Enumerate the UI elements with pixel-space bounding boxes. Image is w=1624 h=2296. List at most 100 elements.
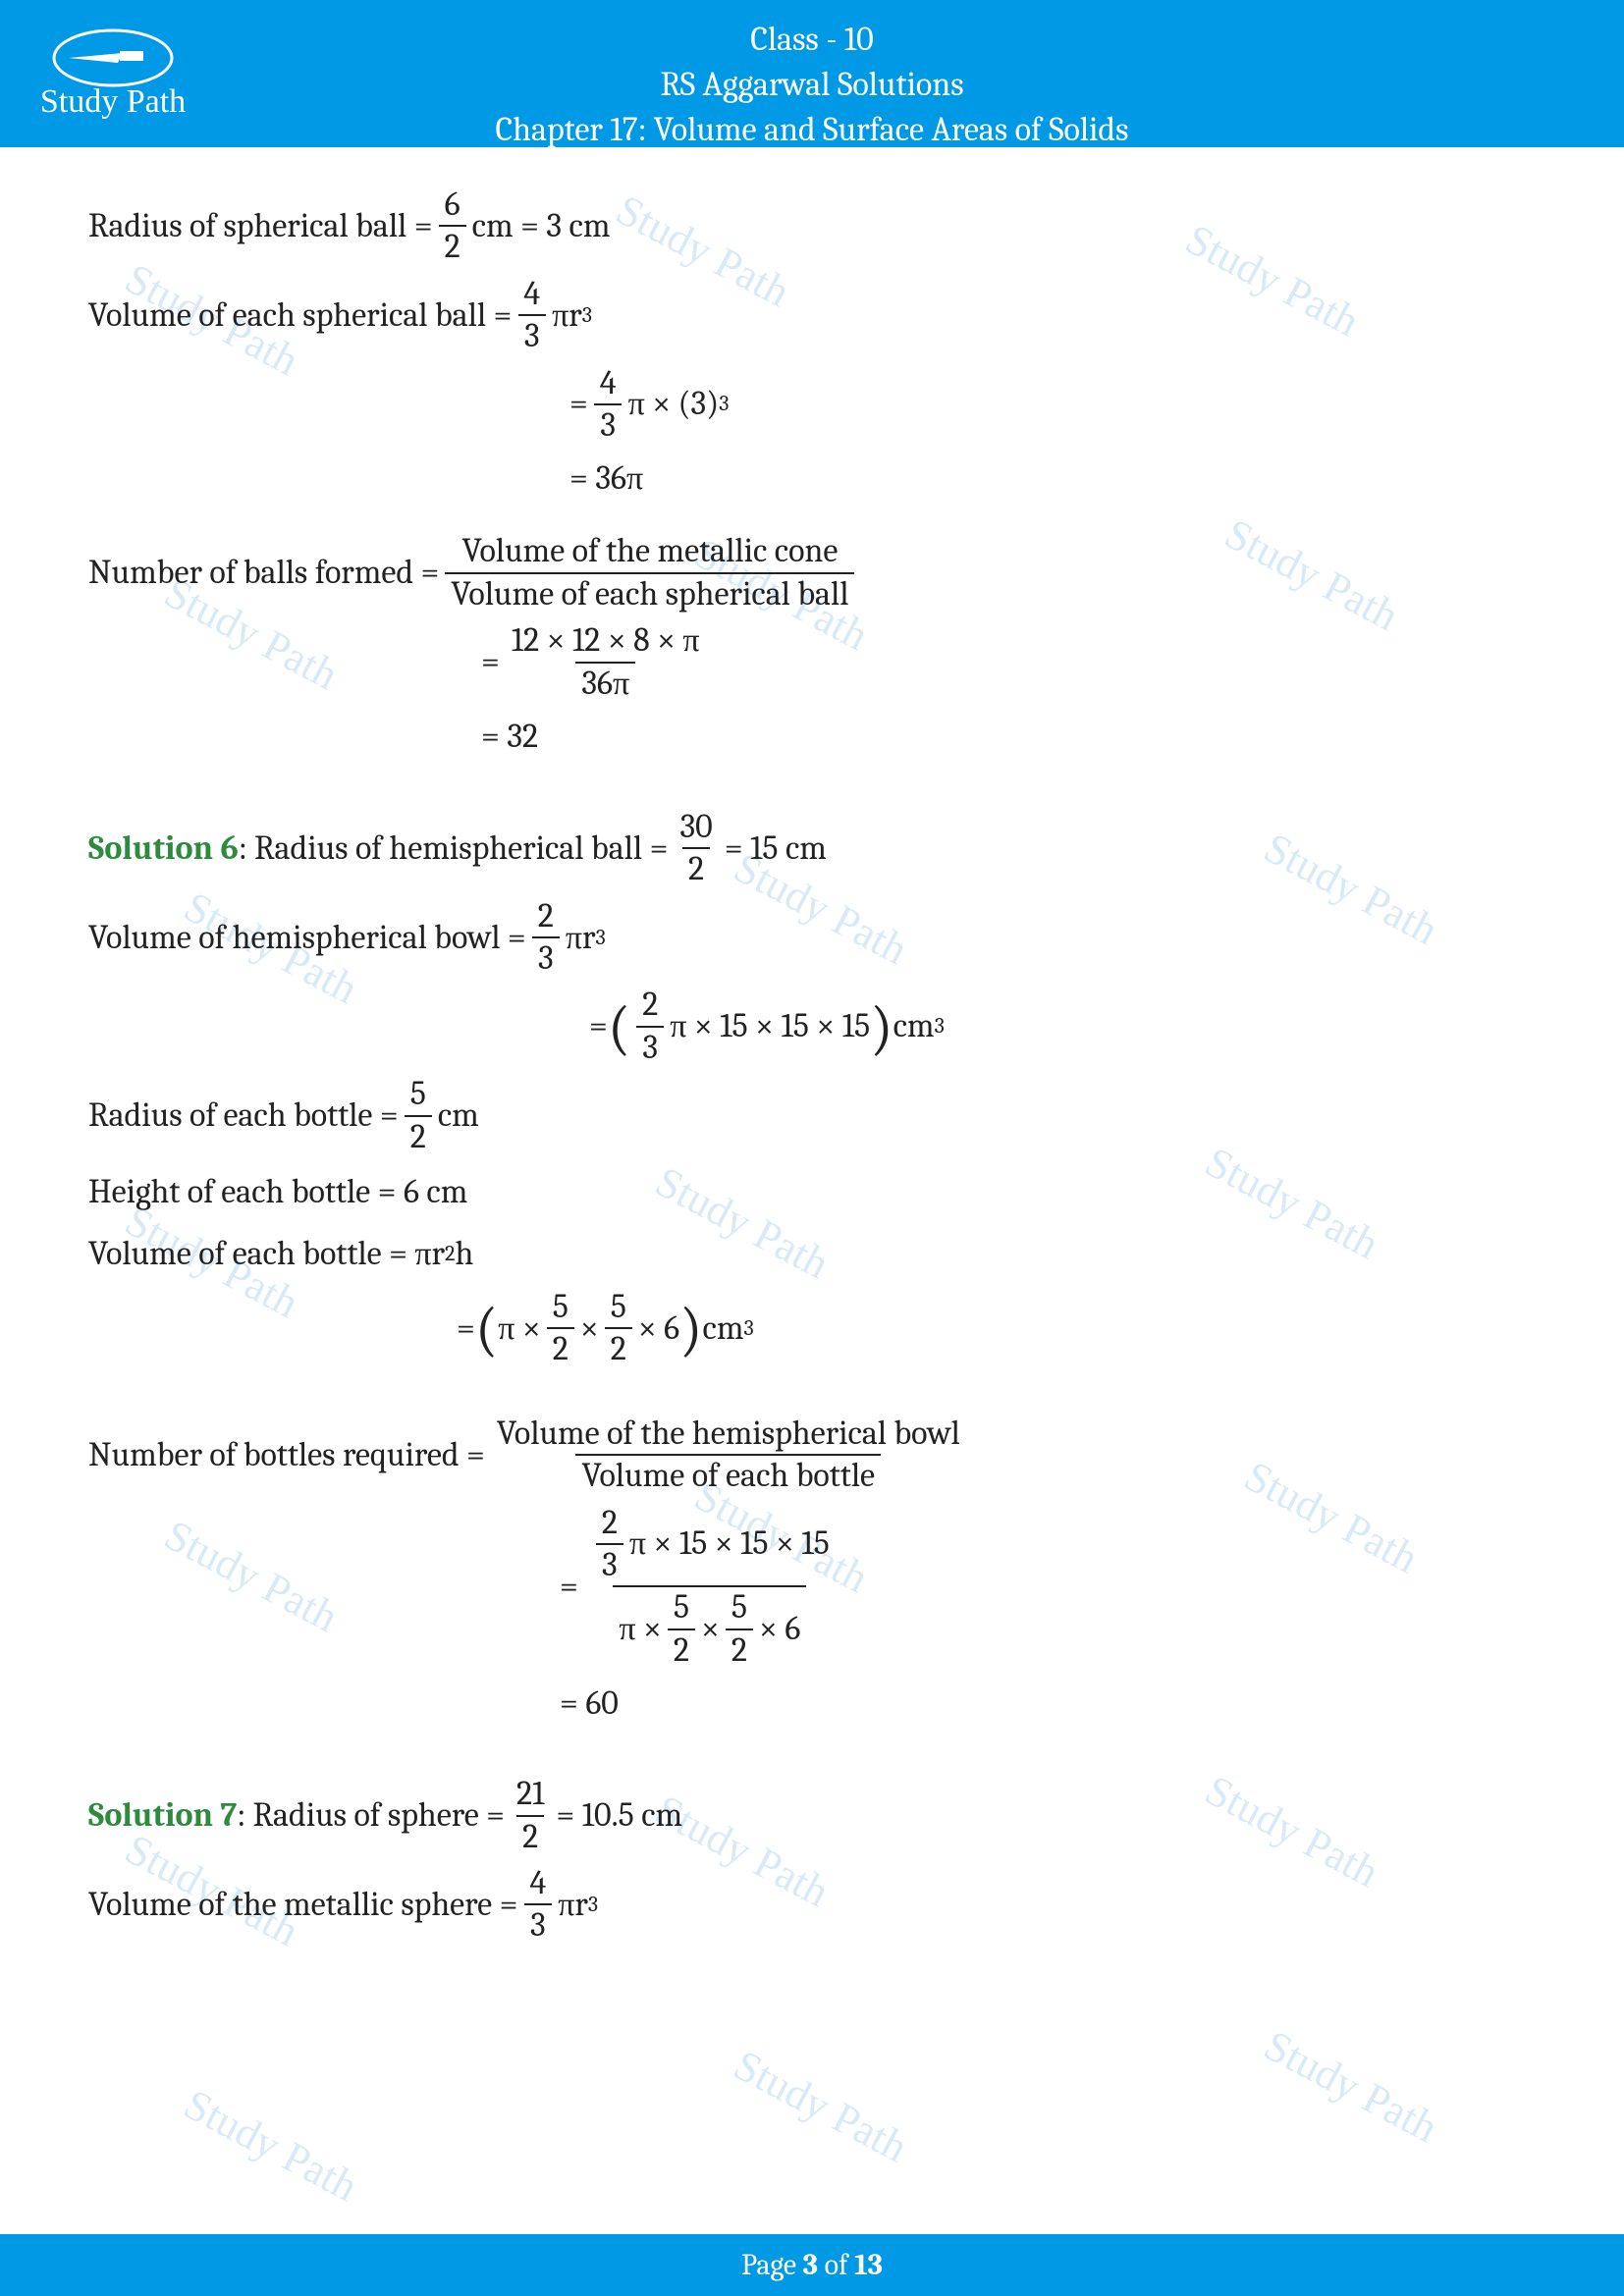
fraction: 52 bbox=[668, 1589, 695, 1669]
fraction: 43 bbox=[594, 365, 623, 445]
fraction: 212 bbox=[511, 1776, 550, 1855]
exponent: 3 bbox=[719, 388, 729, 420]
fraction: 43 bbox=[517, 276, 546, 355]
text: cm bbox=[703, 1304, 744, 1354]
text-line: Number of balls formed = Volume of the m… bbox=[88, 533, 1536, 613]
exponent: 2 bbox=[445, 1238, 455, 1270]
header-chapter: Chapter 17: Volume and Surface Areas of … bbox=[0, 108, 1624, 153]
header-class: Class - 10 bbox=[0, 18, 1624, 63]
text: : Radius of hemispherical ball = bbox=[239, 824, 669, 874]
text: = 60 bbox=[560, 1679, 619, 1729]
text: × bbox=[580, 1304, 599, 1354]
text: × 6 bbox=[759, 1611, 800, 1647]
header-book: RS Aggarwal Solutions bbox=[0, 63, 1624, 108]
text-line: = 23 π × 15 × 15 × 15 π × 52 × 52 × 6 bbox=[88, 1505, 1536, 1670]
watermark: Study Path bbox=[726, 2040, 915, 2172]
text-line: Number of bottles required = Volume of t… bbox=[88, 1415, 1536, 1495]
text-line: = ( 23 π × 15 × 15 × 15 ) cm3 bbox=[88, 987, 1536, 1066]
text-line: = 36π bbox=[88, 454, 1536, 504]
paren-icon: ) bbox=[679, 1312, 702, 1349]
text: Height of each bottle = 6 cm bbox=[88, 1167, 467, 1217]
solution-label: Solution 6 bbox=[88, 824, 239, 874]
text: h bbox=[455, 1229, 473, 1279]
footer-text: of bbox=[818, 2248, 854, 2282]
text: Radius of spherical ball = bbox=[88, 201, 433, 251]
exponent: 3 bbox=[935, 1010, 945, 1042]
text: = 32 bbox=[481, 712, 538, 762]
text-line: = 60 bbox=[88, 1679, 1536, 1729]
fraction: 43 bbox=[523, 1865, 552, 1945]
fraction: 23 bbox=[532, 898, 560, 978]
text: Volume of each spherical ball = bbox=[88, 291, 512, 341]
fraction: 52 bbox=[726, 1589, 753, 1669]
text-line: Solution 7 : Radius of sphere = 212 = 10… bbox=[88, 1776, 1536, 1855]
text: Volume of each bottle = πr bbox=[88, 1229, 445, 1279]
text: = 10.5 cm bbox=[556, 1790, 682, 1841]
text: = bbox=[589, 1001, 608, 1051]
fraction: 23 bbox=[596, 1505, 623, 1584]
fraction: Volume of the hemispherical bowlVolume o… bbox=[491, 1415, 966, 1495]
fraction: 23 π × 15 × 15 × 15 π × 52 × 52 × 6 bbox=[584, 1505, 836, 1670]
text-line: Volume of hemispherical bowl = 23 πr3 bbox=[88, 898, 1536, 978]
page-content: Radius of spherical ball = 62 cm = 3 cm … bbox=[0, 147, 1624, 1945]
paren-icon: ( bbox=[608, 1011, 630, 1047]
fraction: Volume of the metallic coneVolume of eac… bbox=[445, 533, 854, 613]
fraction: 52 bbox=[605, 1289, 632, 1368]
fraction: 62 bbox=[439, 187, 466, 266]
solution-label: Solution 7 bbox=[88, 1790, 237, 1841]
text-line: = 32 bbox=[88, 712, 1536, 762]
fraction: 302 bbox=[674, 809, 718, 888]
page-total: 13 bbox=[854, 2248, 883, 2282]
text: π × 15 × 15 × 15 bbox=[670, 1001, 870, 1051]
text: = bbox=[569, 379, 588, 429]
text: Number of balls formed = bbox=[88, 548, 439, 598]
text: × 6 bbox=[638, 1304, 679, 1354]
text: = bbox=[560, 1562, 578, 1612]
text: cm = 3 cm bbox=[472, 201, 611, 251]
text: π × 15 × 15 × 15 bbox=[629, 1525, 830, 1562]
text: = 36π bbox=[569, 454, 643, 504]
text-line: Solution 6 : Radius of hemispherical bal… bbox=[88, 809, 1536, 888]
text: cm bbox=[438, 1091, 479, 1141]
text: πr bbox=[566, 913, 596, 963]
text-line: Volume of each bottle = πr2h bbox=[88, 1229, 1536, 1279]
exponent: 3 bbox=[595, 922, 605, 954]
exponent: 3 bbox=[582, 299, 592, 332]
text: : Radius of sphere = bbox=[237, 1790, 505, 1841]
text: π × bbox=[498, 1304, 540, 1354]
text-line: Height of each bottle = 6 cm bbox=[88, 1167, 1536, 1217]
watermark: Study Path bbox=[176, 2079, 365, 2212]
text: Volume of the metallic sphere = bbox=[88, 1880, 517, 1930]
text: πr bbox=[558, 1880, 588, 1930]
paren-icon: ( bbox=[475, 1312, 498, 1349]
text: Number of bottles required = bbox=[88, 1430, 485, 1480]
text-line: = ( π × 52 × 52 × 6 ) cm3 bbox=[88, 1289, 1536, 1368]
text: πr bbox=[552, 291, 582, 341]
text: Radius of each bottle = bbox=[88, 1091, 399, 1141]
text-line: Volume of each spherical ball = 43 πr3 bbox=[88, 276, 1536, 355]
study-path-logo: Study Path bbox=[29, 24, 196, 122]
fraction: 23 bbox=[636, 987, 664, 1066]
fraction: 52 bbox=[547, 1289, 574, 1368]
exponent: 3 bbox=[588, 1889, 598, 1921]
paren-icon: ) bbox=[870, 1011, 893, 1047]
page-header: Study Path Class - 10 RS Aggarwal Soluti… bbox=[0, 0, 1624, 147]
fraction: 52 bbox=[405, 1076, 432, 1155]
text: = bbox=[481, 637, 500, 687]
text-line: = 43 π × (3)3 bbox=[88, 365, 1536, 445]
logo-text: Study Path bbox=[40, 83, 186, 120]
text: π × (3) bbox=[628, 379, 720, 429]
fraction: 12 × 12 × 8 × π36π bbox=[506, 622, 706, 702]
text-line: Radius of spherical ball = 62 cm = 3 cm bbox=[88, 187, 1536, 266]
text: × bbox=[701, 1611, 720, 1647]
text: cm bbox=[893, 1001, 935, 1051]
footer-text: Page bbox=[741, 2248, 803, 2282]
text-line: Radius of each bottle = 52 cm bbox=[88, 1076, 1536, 1155]
page-number: 3 bbox=[803, 2248, 818, 2282]
text: Volume of hemispherical bowl = bbox=[88, 913, 526, 963]
text: = bbox=[457, 1304, 475, 1354]
watermark: Study Path bbox=[1256, 2020, 1445, 2153]
page-footer: Page 3 of 13 bbox=[0, 2234, 1624, 2296]
text-line: Volume of the metallic sphere = 43 πr3 bbox=[88, 1865, 1536, 1945]
text: π × bbox=[619, 1611, 661, 1647]
